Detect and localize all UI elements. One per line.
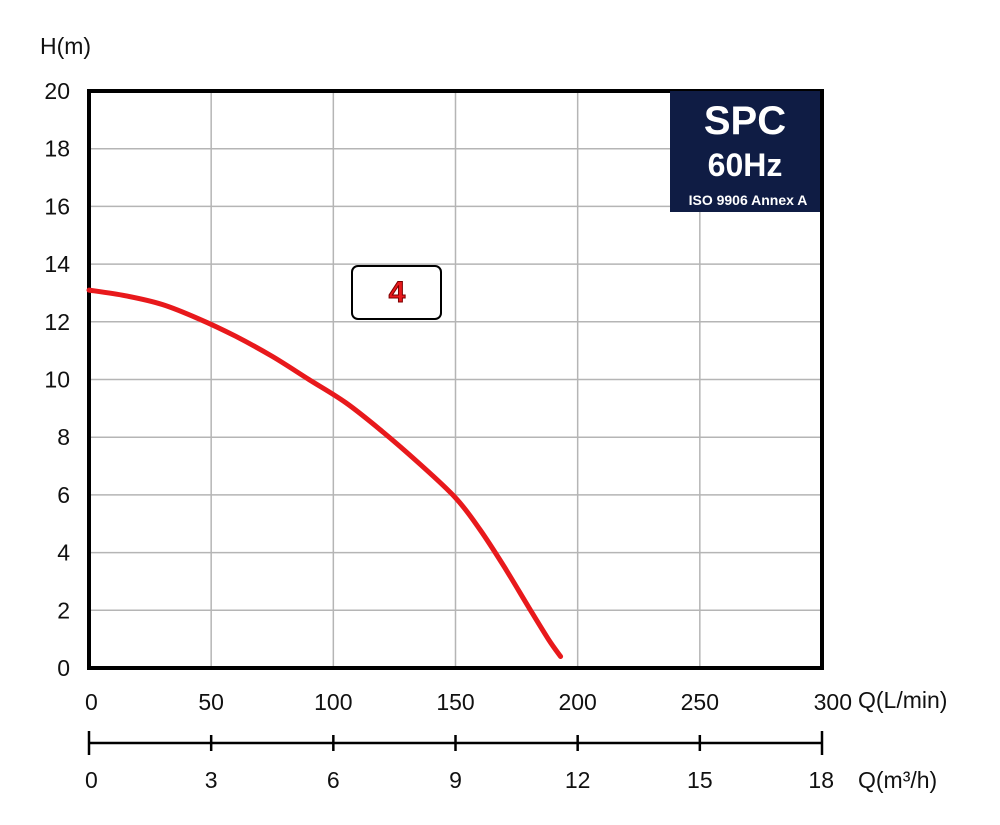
x-tick-labels: 0 50 100 150 200 250 300 xyxy=(85,689,852,715)
y-tick-label: 0 xyxy=(57,655,70,681)
y-tick-label: 16 xyxy=(44,193,70,219)
secondary-x-axis xyxy=(87,731,824,755)
badge-standard: ISO 9906 Annex A xyxy=(689,192,808,208)
model-badge: SPC 60Hz ISO 9906 Annex A xyxy=(670,91,820,212)
x-tick-label: 300 xyxy=(814,689,852,715)
x-tick-label: 0 xyxy=(85,689,98,715)
curve-label-box xyxy=(351,265,442,320)
y-tick-label: 18 xyxy=(44,136,70,162)
y-tick-label: 6 xyxy=(57,482,70,508)
x2-tick-label: 18 xyxy=(808,767,834,793)
x-tick-label: 200 xyxy=(558,689,596,715)
x-tick-label: 250 xyxy=(681,689,719,715)
y-tick-label: 2 xyxy=(57,597,70,623)
x2-tick-label: 0 xyxy=(85,767,98,793)
y-tick-label: 10 xyxy=(44,367,70,393)
series-line-4 xyxy=(86,287,564,659)
x2-tick-label: 3 xyxy=(205,767,218,793)
x2-tick-label: 9 xyxy=(449,767,462,793)
curve-label-text: 4 xyxy=(389,276,406,309)
badge-frequency: 60Hz xyxy=(708,147,783,183)
curve-label: 4 xyxy=(351,265,442,320)
series-layer xyxy=(86,287,564,659)
x2-axis-title: Q(m³/h) xyxy=(858,767,937,793)
plot-frame xyxy=(87,89,824,670)
x2-tick-label: 15 xyxy=(687,767,713,793)
badge-background xyxy=(670,91,820,212)
y-tick-label: 4 xyxy=(57,540,70,566)
y-tick-label: 8 xyxy=(57,424,70,450)
x-tick-label: 50 xyxy=(198,689,224,715)
badge-model: SPC xyxy=(704,99,786,143)
y-tick-label: 20 xyxy=(44,78,70,104)
x-axis-title: Q(L/min) xyxy=(858,687,947,713)
y-tick-label: 12 xyxy=(44,309,70,335)
x-tick-label: 100 xyxy=(314,689,352,715)
y-tick-labels: 0 2 4 6 8 10 12 14 16 18 20 xyxy=(44,78,70,681)
y-tick-label: 14 xyxy=(44,251,70,277)
x2-tick-label: 6 xyxy=(327,767,340,793)
x2-tick-labels: 0 3 6 9 12 15 18 xyxy=(85,767,834,793)
x2-tick-label: 12 xyxy=(565,767,591,793)
y-axis-title: H(m) xyxy=(40,33,91,59)
x-tick-label: 150 xyxy=(436,689,474,715)
